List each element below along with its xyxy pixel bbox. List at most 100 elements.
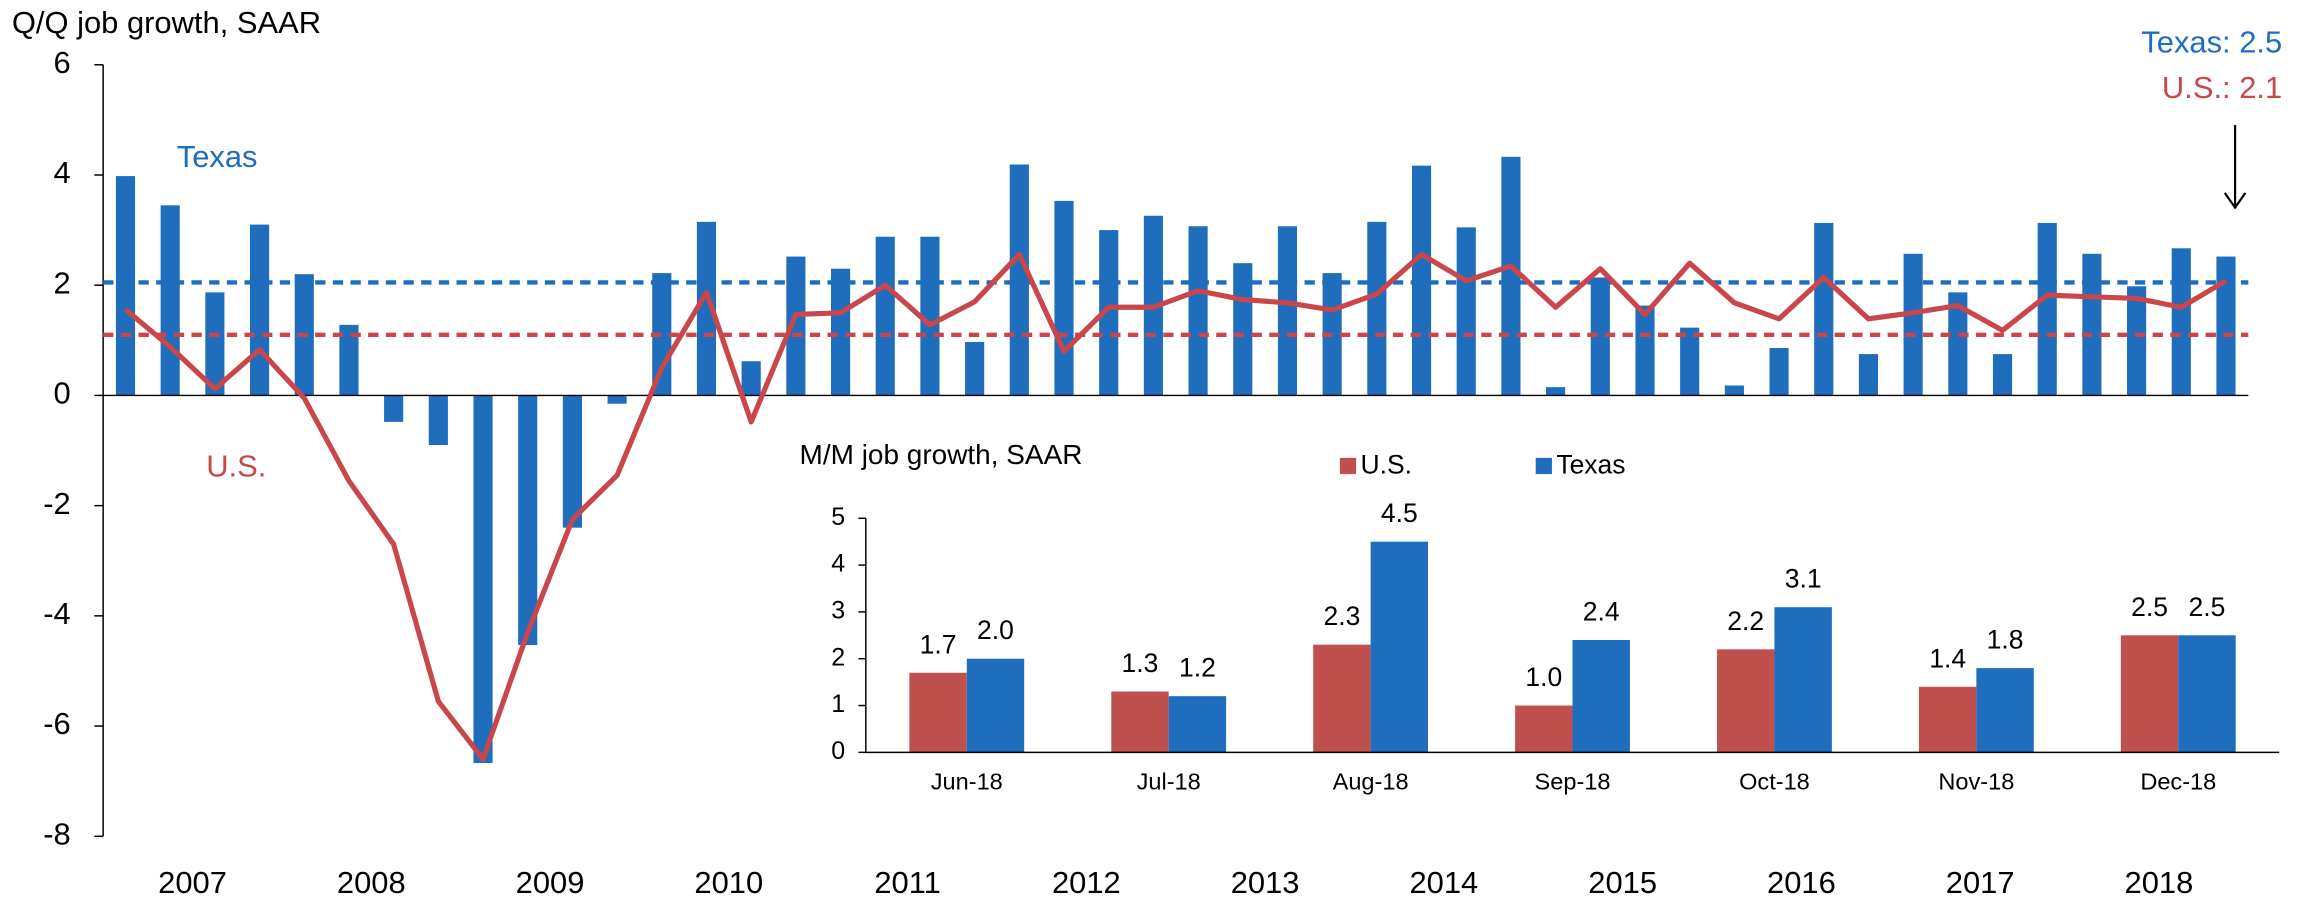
x-tick-label: 2012 — [1052, 865, 1121, 899]
bar — [1546, 387, 1566, 396]
value-label: 3.1 — [1785, 564, 1822, 594]
bar — [160, 205, 180, 396]
x-tick-label: Aug-18 — [1333, 768, 1409, 794]
bar — [518, 395, 538, 646]
bar — [562, 395, 582, 528]
bar — [920, 236, 940, 396]
bar — [1976, 668, 2034, 753]
value-label: 2.4 — [1583, 596, 1620, 626]
bar — [966, 658, 1025, 753]
bar — [1724, 385, 1744, 396]
bar — [875, 236, 895, 396]
x-tick-label: 2011 — [874, 865, 940, 899]
bar — [965, 341, 985, 396]
bar — [909, 672, 967, 753]
x-tick-label: Jun-18 — [931, 768, 1003, 794]
value-label: 2.2 — [1727, 606, 1764, 636]
value-label: 1.8 — [1987, 625, 2024, 655]
bar — [741, 361, 761, 396]
line — [123, 251, 2228, 762]
x-tick-label: 2009 — [516, 865, 585, 899]
bar — [205, 292, 225, 396]
legend-swatch — [1339, 457, 1357, 475]
y-tick-label: 4 — [831, 550, 845, 578]
value-label: 1.2 — [1179, 653, 1216, 683]
bar — [1635, 305, 1655, 396]
bar — [786, 256, 806, 396]
bar — [1168, 696, 1227, 753]
bar — [2082, 253, 2102, 396]
bar — [1099, 230, 1119, 396]
bar — [1769, 348, 1789, 396]
y-tick-label: 1 — [831, 690, 845, 718]
legend-label: U.S. — [1361, 450, 1413, 480]
y-tick-label: 3 — [831, 597, 845, 625]
y-tick-label: -8 — [43, 816, 70, 851]
series-label: Texas — [177, 139, 258, 174]
annotation: Texas: 2.5 — [2141, 24, 2282, 59]
bar — [2120, 635, 2179, 753]
value-label: 1.0 — [1525, 662, 1562, 692]
bar — [1572, 639, 1630, 753]
value-label: 2.3 — [1323, 601, 1360, 631]
x-tick-label: Oct-18 — [1739, 768, 1810, 794]
bar — [1903, 253, 1923, 396]
legend-swatch — [1535, 457, 1552, 475]
y-tick-label: 0 — [831, 737, 845, 765]
bar — [1188, 226, 1208, 396]
bar — [339, 324, 359, 396]
x-tick-label: 2015 — [1588, 865, 1657, 899]
value-label: 2.5 — [2131, 592, 2168, 622]
y-tick-label: -4 — [43, 596, 70, 631]
bar — [830, 268, 851, 396]
x-tick-label: 2017 — [1946, 865, 2015, 899]
annotation: U.S.: 2.1 — [2162, 70, 2282, 105]
value-label: 2.0 — [977, 615, 1014, 645]
y-tick-label: 2 — [54, 265, 71, 300]
bar — [1367, 221, 1387, 396]
bar — [384, 395, 404, 422]
y-tick-label: -6 — [43, 706, 70, 741]
bar — [2127, 286, 2147, 396]
bar — [1717, 649, 1775, 753]
x-tick-label: 2013 — [1231, 865, 1300, 899]
bar — [1411, 165, 1432, 396]
x-tick-label: Nov-18 — [1938, 768, 2014, 794]
chart-title: M/M job growth, SAAR — [800, 439, 1083, 470]
bar — [1456, 227, 1476, 396]
bar — [696, 221, 717, 396]
bar — [1680, 327, 1700, 396]
value-label: 1.4 — [1929, 643, 1966, 673]
bar — [2178, 635, 2236, 753]
series-label: U.S. — [206, 448, 266, 483]
x-tick-label: 2016 — [1767, 865, 1836, 899]
y-tick-label: 6 — [54, 45, 71, 80]
bar — [1111, 691, 1169, 753]
bar — [2216, 256, 2236, 396]
bar — [1054, 200, 1074, 396]
bar — [1313, 644, 1371, 753]
x-tick-label: Jul-18 — [1137, 768, 1201, 794]
bar — [1814, 222, 1834, 396]
y-tick-label: 5 — [831, 503, 845, 531]
bar — [1009, 164, 1029, 396]
bar — [473, 395, 493, 763]
bar — [115, 176, 136, 396]
bar — [1277, 226, 1298, 396]
y-tick-label: 2 — [831, 643, 845, 671]
x-tick-label: Dec-18 — [2140, 768, 2216, 794]
x-tick-label: 2018 — [2125, 865, 2194, 899]
bar — [2037, 222, 2057, 396]
bar — [1515, 705, 1573, 753]
bar — [1774, 607, 1832, 753]
x-tick-label: 2014 — [1410, 865, 1479, 899]
value-label: 1.7 — [920, 629, 957, 659]
bar — [428, 395, 448, 446]
bar — [1918, 686, 1977, 753]
bar — [1858, 354, 1879, 396]
bar — [1992, 354, 2013, 396]
y-tick-label: 0 — [54, 376, 71, 411]
value-label: 2.5 — [2189, 592, 2226, 622]
legend-label: Texas — [1556, 450, 1625, 480]
